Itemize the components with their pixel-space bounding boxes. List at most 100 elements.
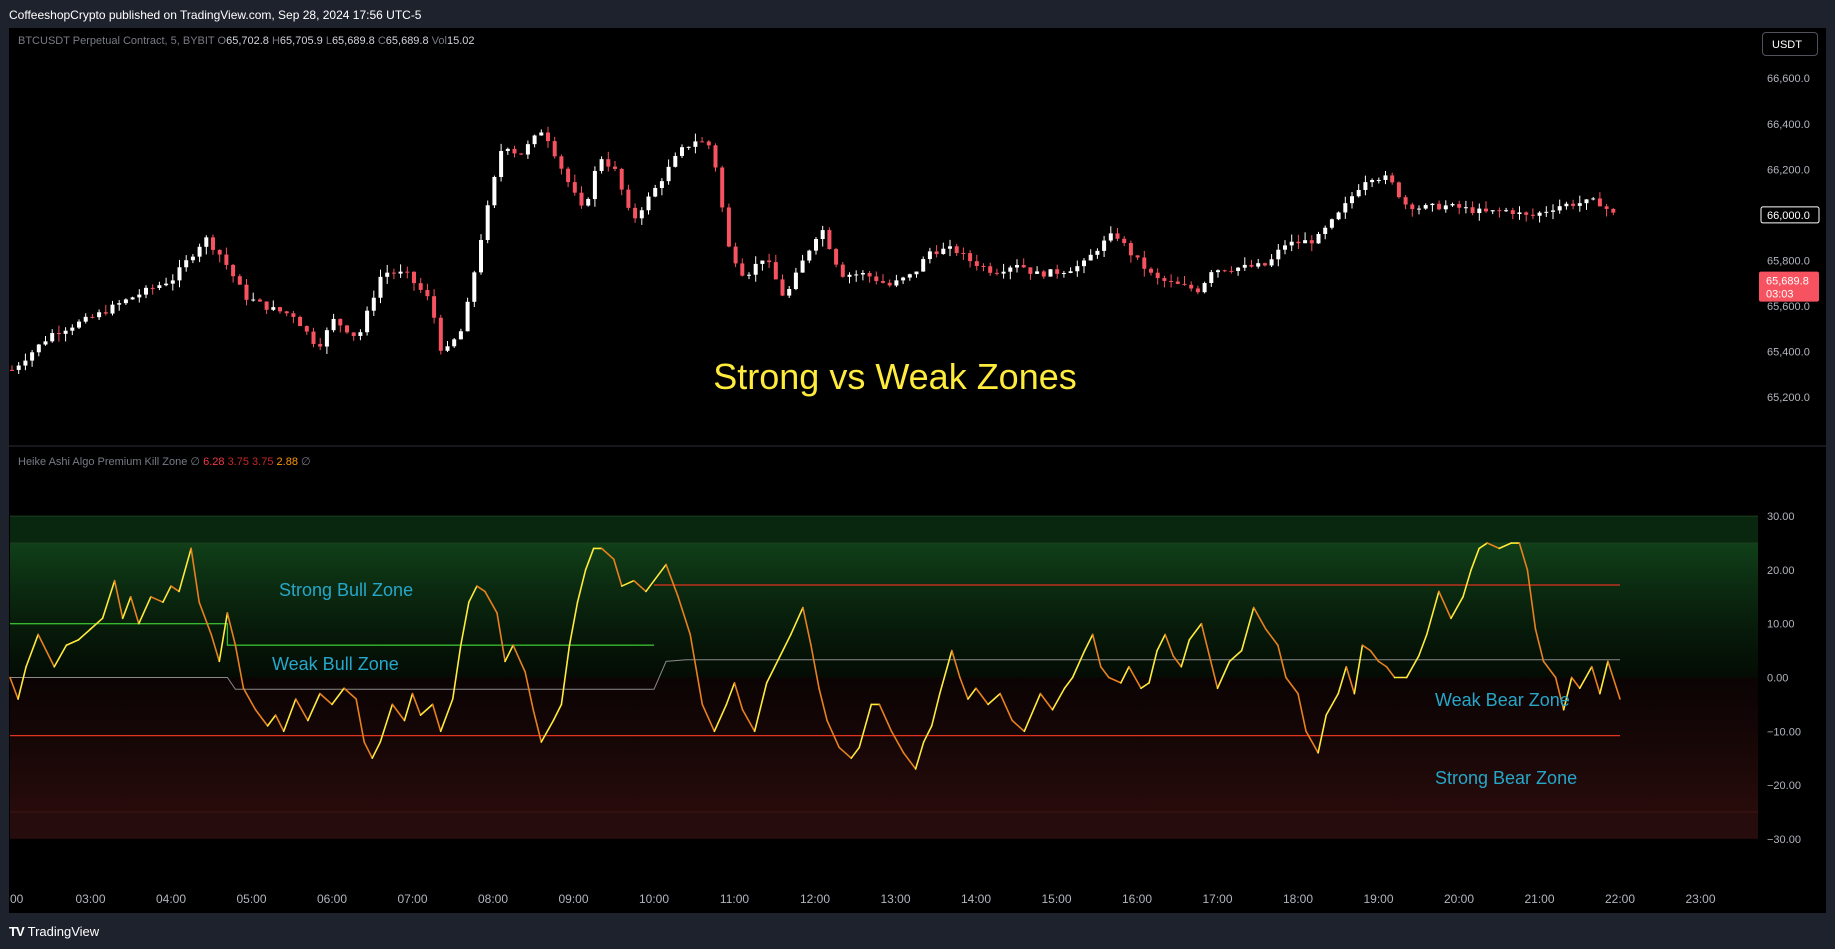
oscillator-segment-137 <box>1369 649 1380 663</box>
candle-body <box>1410 204 1415 210</box>
oscillator-segment-4 <box>45 649 56 668</box>
candle-67 <box>458 328 463 340</box>
indicator-legend[interactable]: Heike Ashi Algo Premium Kill Zone ∅ 6.28… <box>18 455 311 468</box>
candle-176 <box>1189 281 1194 292</box>
candle-24 <box>170 274 175 291</box>
candle-78 <box>532 134 537 148</box>
oscillator-segment-55 <box>552 703 563 722</box>
candle-body <box>304 326 309 332</box>
candle-21 <box>150 284 155 295</box>
candle-66 <box>452 337 457 348</box>
candle-body <box>1061 272 1066 274</box>
candle-body <box>994 272 999 274</box>
candle-26 <box>184 255 189 272</box>
candle-body <box>157 285 162 288</box>
candle-body <box>405 271 410 273</box>
candle-10 <box>77 319 81 329</box>
tv-logo-icon: TV <box>9 924 25 939</box>
candle-48 <box>331 313 336 333</box>
candle-232 <box>1564 201 1569 210</box>
osc-tick-0: 30.00 <box>1767 511 1795 523</box>
candle-body <box>827 230 832 250</box>
oscillator-segment-127 <box>1277 644 1287 679</box>
oscillator-segment-88 <box>878 703 893 733</box>
candle-body <box>164 283 169 286</box>
candle-body <box>1249 264 1254 267</box>
candle-body <box>331 318 336 331</box>
candle-133 <box>901 276 906 284</box>
candle-7 <box>56 325 61 342</box>
candle-body <box>1189 284 1194 289</box>
candle-142 <box>961 247 966 261</box>
time-tick-18: 20:00 <box>1444 892 1474 906</box>
symbol-legend[interactable]: BTCUSDT Perpetual Contract, 5, BYBIT O65… <box>18 35 475 47</box>
candle-body <box>981 265 986 267</box>
oscillator-segment-25 <box>254 708 269 727</box>
candle-body <box>130 297 135 300</box>
candle-body <box>1383 175 1388 180</box>
candle-77 <box>525 140 530 159</box>
candle-115 <box>780 274 785 297</box>
oscillator-segment-107 <box>1083 633 1094 652</box>
candle-127 <box>860 270 865 281</box>
candle-112 <box>760 260 765 271</box>
candle-body <box>626 189 631 208</box>
oscillator-segment-8 <box>89 617 104 630</box>
candle-body <box>787 289 792 296</box>
candle-body <box>1102 240 1107 251</box>
oscillator-segment-78 <box>781 633 792 652</box>
tradingview-logo[interactable]: TV TradingView <box>9 924 99 939</box>
candle-42 <box>291 310 296 324</box>
candle-152 <box>1028 267 1033 280</box>
price-pane[interactable]: Strong vs Weak Zones <box>10 126 1616 397</box>
candle-body <box>720 167 725 208</box>
candle-body <box>599 159 604 171</box>
oscillator-segment-69 <box>689 633 704 706</box>
indicator-symbol-1: ∅ <box>190 456 201 468</box>
candle-body <box>184 260 189 268</box>
oscillator-segment-24 <box>242 687 257 711</box>
candle-204 <box>1376 177 1381 184</box>
candle-body <box>144 287 148 295</box>
candle-body <box>1316 233 1321 244</box>
candle-body <box>398 271 403 274</box>
open-label: O <box>217 35 227 47</box>
candle-body <box>479 240 483 273</box>
candle-body <box>1182 283 1187 285</box>
candle-body <box>1162 278 1167 281</box>
close-label: C <box>377 35 386 47</box>
oscillator-segment-79 <box>790 606 804 636</box>
footer-bar: TV TradingView <box>0 913 1835 949</box>
candle-72 <box>492 175 497 209</box>
candle-body <box>1015 265 1019 268</box>
oscillator-segment-58 <box>576 569 587 603</box>
candle-body <box>499 150 504 177</box>
candle-149 <box>1008 265 1013 280</box>
candle-108 <box>733 242 738 268</box>
candle-body <box>311 331 316 344</box>
oscillator-segment-119 <box>1188 622 1203 641</box>
candle-237 <box>1597 192 1602 207</box>
time-tick-11: 13:00 <box>880 892 910 906</box>
candle-222 <box>1497 207 1502 218</box>
oscillator-segment-103 <box>1039 692 1054 711</box>
candle-body <box>874 276 879 282</box>
candle-body <box>1597 198 1602 207</box>
osc-tick-4: −10.00 <box>1767 726 1801 738</box>
candle-body <box>1309 240 1314 244</box>
oscillator-segment-75 <box>753 682 768 733</box>
oscillator-pane[interactable]: Strong Bull Zone Weak Bull Zone Weak Bear … <box>9 515 1758 839</box>
candle-body <box>907 274 912 278</box>
candle-122 <box>827 227 832 250</box>
candle-155 <box>1048 269 1053 277</box>
candle-body <box>1611 208 1616 213</box>
indicator-value-3: 3.75 <box>252 456 274 468</box>
time-tick-13: 15:00 <box>1041 892 1071 906</box>
candle-41 <box>284 310 289 317</box>
candle-158 <box>1068 267 1073 274</box>
candle-body <box>887 282 892 286</box>
oscillator-segment-106 <box>1071 649 1086 679</box>
candle-100 <box>680 144 684 158</box>
currency-button[interactable]: USDT <box>1762 32 1818 56</box>
